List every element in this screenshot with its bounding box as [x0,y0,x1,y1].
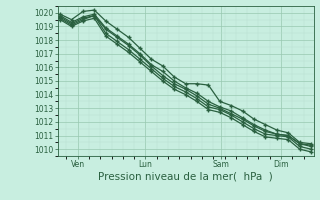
X-axis label: Pression niveau de la mer(  hPa  ): Pression niveau de la mer( hPa ) [98,172,273,182]
